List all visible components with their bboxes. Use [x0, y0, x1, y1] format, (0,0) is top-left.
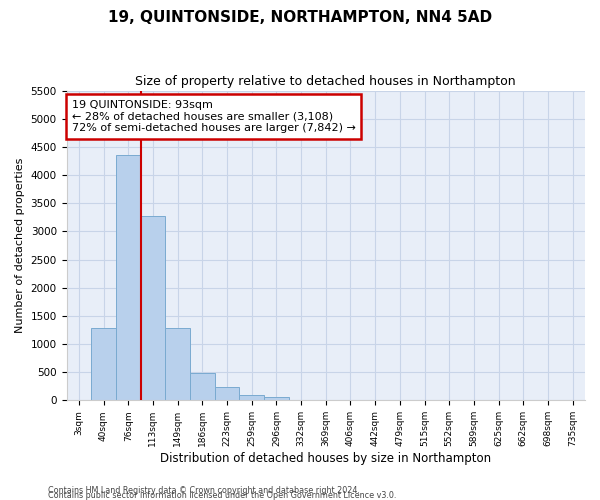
Bar	[239, 394, 264, 400]
Bar	[140, 216, 165, 400]
Bar	[215, 387, 239, 400]
Bar	[190, 374, 215, 400]
Text: 19, QUINTONSIDE, NORTHAMPTON, NN4 5AD: 19, QUINTONSIDE, NORTHAMPTON, NN4 5AD	[108, 10, 492, 25]
Title: Size of property relative to detached houses in Northampton: Size of property relative to detached ho…	[136, 75, 516, 88]
Text: 19 QUINTONSIDE: 93sqm
← 28% of detached houses are smaller (3,108)
72% of semi-d: 19 QUINTONSIDE: 93sqm ← 28% of detached …	[72, 100, 356, 133]
Text: Contains public sector information licensed under the Open Government Licence v3: Contains public sector information licen…	[48, 491, 397, 500]
Bar	[116, 156, 140, 400]
Text: Contains HM Land Registry data © Crown copyright and database right 2024.: Contains HM Land Registry data © Crown c…	[48, 486, 360, 495]
Bar	[91, 328, 116, 400]
X-axis label: Distribution of detached houses by size in Northampton: Distribution of detached houses by size …	[160, 452, 491, 465]
Bar	[264, 397, 289, 400]
Y-axis label: Number of detached properties: Number of detached properties	[15, 158, 25, 333]
Bar	[165, 328, 190, 400]
